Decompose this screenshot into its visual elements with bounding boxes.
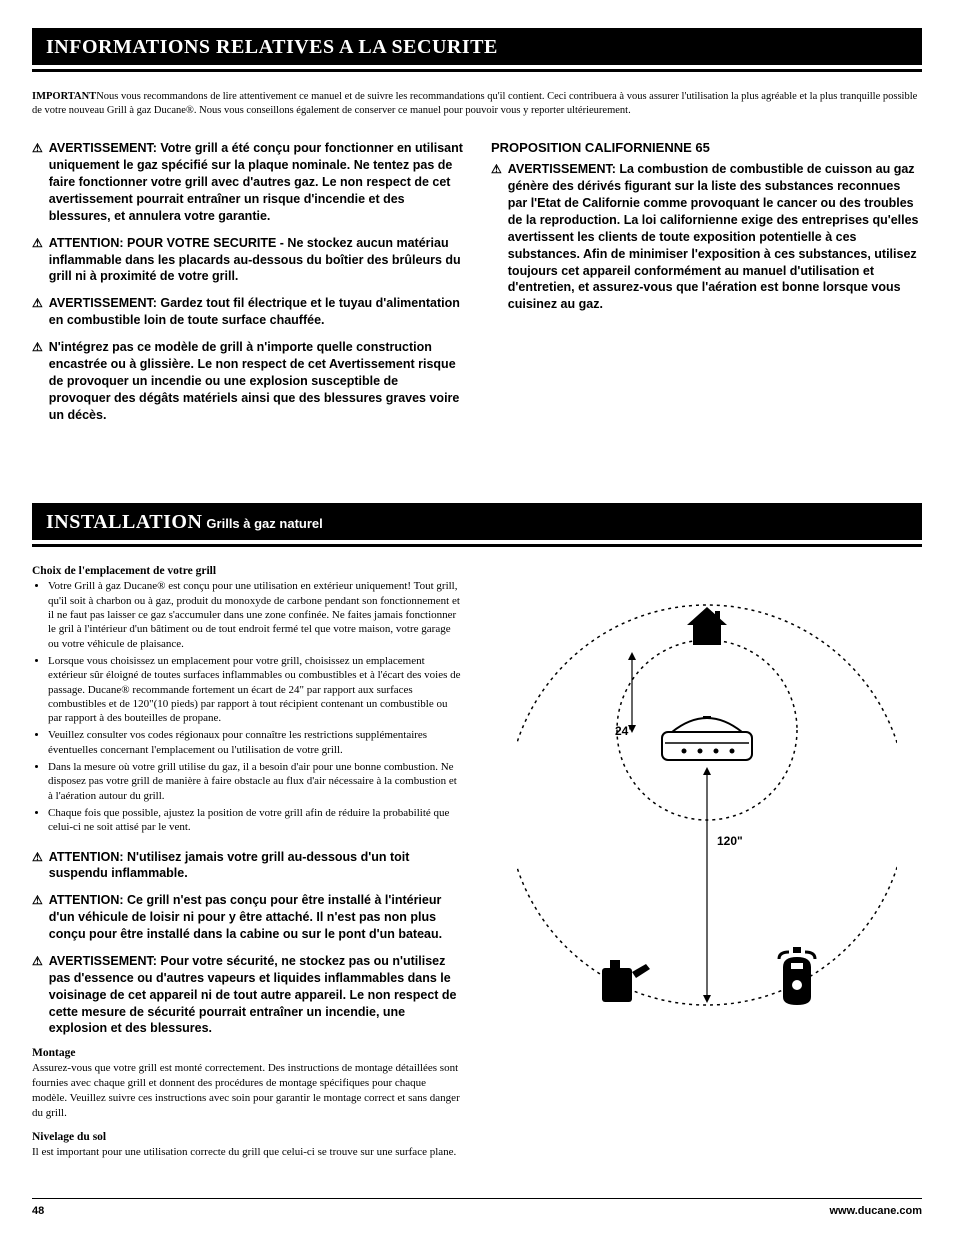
divider <box>32 69 922 72</box>
prop65-heading: PROPOSITION CALIFORNIENNE 65 <box>491 140 922 155</box>
bullet-item: Chaque fois que possible, ajustez la pos… <box>48 806 463 835</box>
clearance-diagram: 24" 120" <box>517 575 897 1015</box>
warning-item: ⚠ AVERTISSEMENT: Gardez tout fil électri… <box>32 295 463 329</box>
warning-icon: ⚠ <box>32 849 43 883</box>
prop65-warning: ⚠ AVERTISSEMENT: La combustion de combus… <box>491 161 922 313</box>
important-paragraph: IMPORTANTNous vous recommandons de lire … <box>32 90 922 118</box>
section-header-safety: INFORMATIONS RELATIVES A LA SECURITE <box>32 28 922 65</box>
installation-left-col: Choix de l'emplacement de votre grill Vo… <box>32 565 463 1169</box>
warnings-columns: ⚠ AVERTISSEMENT: Votre grill a été conçu… <box>32 140 922 433</box>
important-text: Nous vous recommandons de lire attentive… <box>32 91 917 116</box>
installation-columns: Choix de l'emplacement de votre grill Vo… <box>32 565 922 1169</box>
warning-text: AVERTISSEMENT: Gardez tout fil électriqu… <box>49 295 463 329</box>
warning-text: AVERTISSEMENT: Pour votre sécurité, ne s… <box>49 953 463 1037</box>
warning-icon: ⚠ <box>32 235 43 286</box>
installation-right-col: 24" 120" <box>491 565 922 1169</box>
warnings-right-col: PROPOSITION CALIFORNIENNE 65 ⚠ AVERTISSE… <box>491 140 922 433</box>
bullet-item: Dans la mesure où votre grill utilise du… <box>48 760 463 803</box>
placement-bullets: Votre Grill à gaz Ducane® est conçu pour… <box>32 579 463 834</box>
important-label: IMPORTANT <box>32 91 96 102</box>
bullet-item: Votre Grill à gaz Ducane® est conçu pour… <box>48 579 463 650</box>
warning-item: ⚠ AVERTISSEMENT: Pour votre sécurité, ne… <box>32 953 463 1037</box>
assembly-text: Assurez-vous que votre grill est monté c… <box>32 1061 463 1120</box>
warning-icon: ⚠ <box>32 140 43 224</box>
section-subtitle: Grills à gaz naturel <box>206 516 322 531</box>
section-header-installation: INSTALLATION Grills à gaz naturel <box>32 503 922 540</box>
page-footer: 48 www.ducane.com <box>32 1198 922 1217</box>
bullet-item: Veuillez consulter vos codes régionaux p… <box>48 728 463 757</box>
prop65-text: AVERTISSEMENT: La combustion de combusti… <box>508 161 922 313</box>
warning-text: N'intégrez pas ce modèle de grill à n'im… <box>49 339 463 423</box>
label-24: 24" <box>615 724 634 738</box>
placement-heading: Choix de l'emplacement de votre grill <box>32 565 463 577</box>
warning-text: ATTENTION: Ce grill n'est pas conçu pour… <box>49 892 463 943</box>
warning-text: ATTENTION: POUR VOTRE SECURITE - Ne stoc… <box>49 235 463 286</box>
warning-item: ⚠ AVERTISSEMENT: Votre grill a été conçu… <box>32 140 463 224</box>
warnings-left-col: ⚠ AVERTISSEMENT: Votre grill a été conçu… <box>32 140 463 433</box>
warning-icon: ⚠ <box>32 295 43 329</box>
section-title-2: INSTALLATION <box>46 511 202 533</box>
warning-icon: ⚠ <box>32 892 43 943</box>
bullet-item: Lorsque vous choisissez un emplacement p… <box>48 654 463 725</box>
warning-item: ⚠ ATTENTION: Ce grill n'est pas conçu po… <box>32 892 463 943</box>
warning-icon: ⚠ <box>32 953 43 1037</box>
warning-icon: ⚠ <box>491 161 502 313</box>
warning-item: ⚠ N'intégrez pas ce modèle de grill à n'… <box>32 339 463 423</box>
warning-icon: ⚠ <box>32 339 43 423</box>
footer-url: www.ducane.com <box>829 1205 922 1217</box>
warning-item: ⚠ ATTENTION: N'utilisez jamais votre gri… <box>32 849 463 883</box>
page-number: 48 <box>32 1205 44 1217</box>
label-120: 120" <box>717 834 743 848</box>
section-title: INFORMATIONS RELATIVES A LA SECURITE <box>46 36 498 58</box>
divider <box>32 544 922 547</box>
leveling-text: Il est important pour une utilisation co… <box>32 1145 463 1160</box>
leveling-heading: Nivelage du sol <box>32 1131 463 1143</box>
assembly-heading: Montage <box>32 1047 463 1059</box>
warning-text: AVERTISSEMENT: Votre grill a été conçu p… <box>49 140 463 224</box>
warnings-left-list: ⚠ AVERTISSEMENT: Votre grill a été conçu… <box>32 140 463 423</box>
warning-text: ATTENTION: N'utilisez jamais votre grill… <box>49 849 463 883</box>
warnings2-list: ⚠ ATTENTION: N'utilisez jamais votre gri… <box>32 849 463 1038</box>
warning-item: ⚠ ATTENTION: POUR VOTRE SECURITE - Ne st… <box>32 235 463 286</box>
